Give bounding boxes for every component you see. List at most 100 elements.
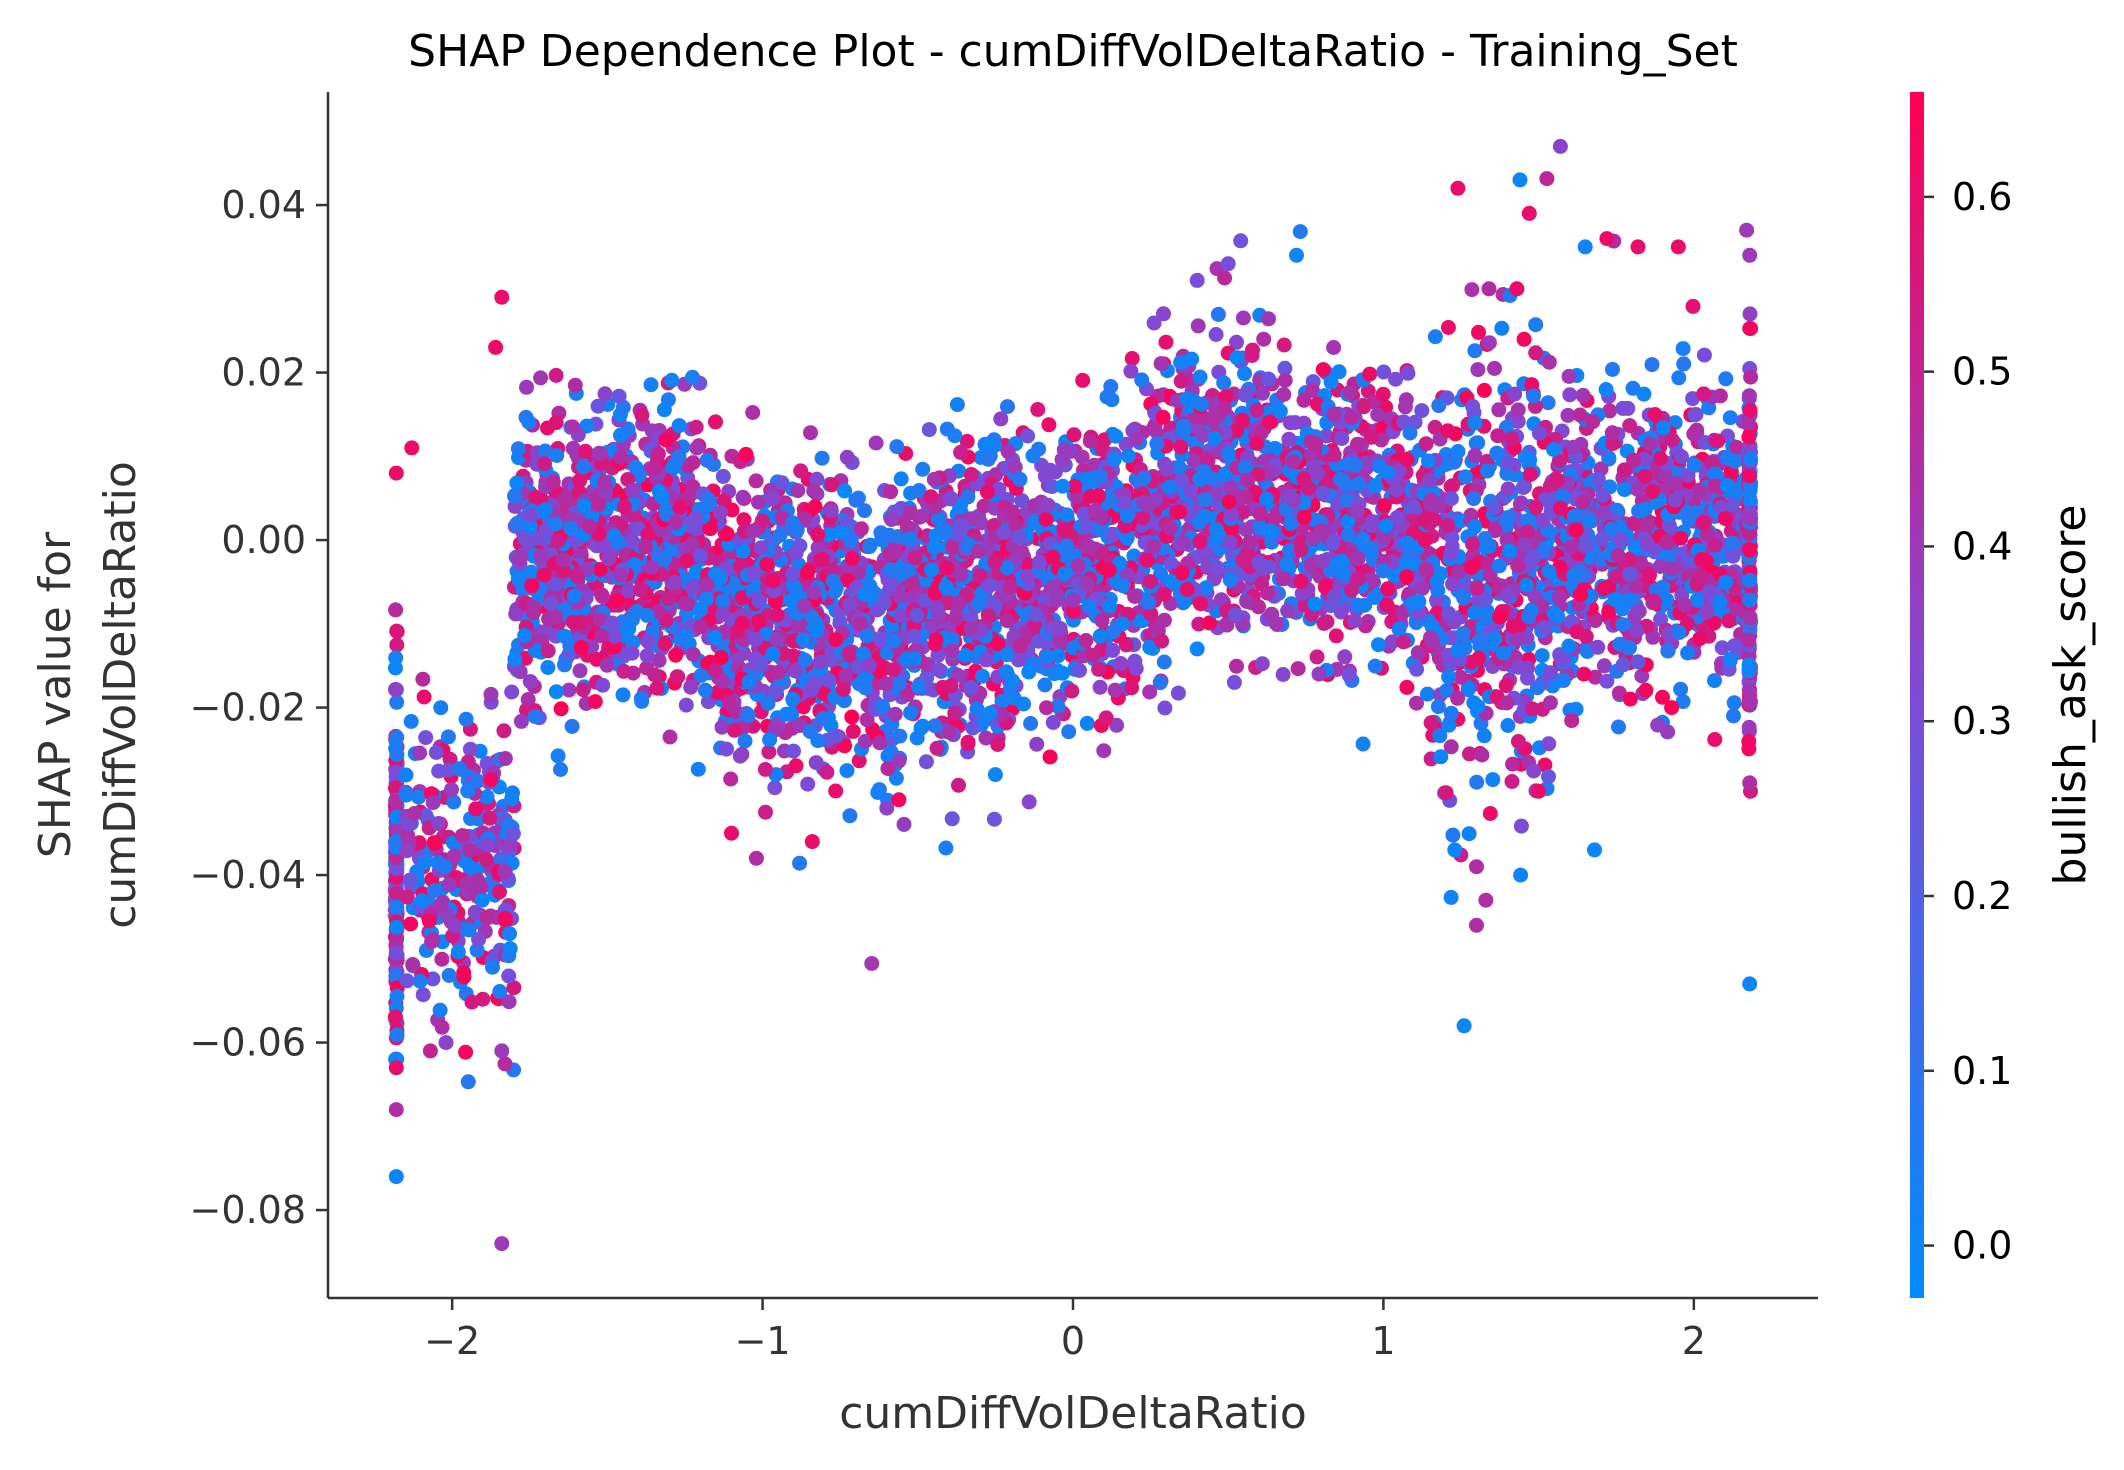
data-point [522, 518, 538, 534]
data-point [803, 425, 818, 441]
data-point [1726, 695, 1742, 711]
data-point [507, 651, 523, 667]
data-point [1528, 317, 1544, 333]
data-point [1136, 470, 1152, 486]
data-point [1630, 482, 1646, 498]
data-point [1342, 384, 1358, 400]
data-point [418, 808, 434, 824]
data-point [1440, 518, 1456, 534]
data-point [832, 614, 848, 629]
data-point [1561, 638, 1577, 654]
data-point [1639, 536, 1655, 552]
data-point [751, 593, 767, 609]
data-point [578, 443, 593, 459]
data-point [1482, 567, 1498, 583]
data-point [1519, 577, 1534, 593]
data-point [1686, 426, 1702, 442]
data-point [909, 730, 925, 746]
data-point [697, 682, 713, 698]
data-point [1467, 343, 1483, 359]
data-point [951, 777, 966, 793]
data-point [450, 944, 466, 960]
data-point [1470, 435, 1486, 451]
data-point [1210, 306, 1226, 322]
data-point [388, 900, 404, 915]
data-point [456, 969, 472, 985]
data-point [1575, 387, 1591, 403]
data-point [835, 682, 851, 697]
data-point [1303, 557, 1319, 573]
data-point [509, 475, 525, 491]
data-point [460, 783, 476, 799]
data-point [1124, 680, 1140, 696]
data-point [762, 732, 778, 748]
data-point [1596, 658, 1612, 674]
data-point [501, 968, 517, 984]
data-point [1522, 466, 1538, 482]
data-point [1399, 679, 1415, 695]
data-point [1541, 354, 1557, 370]
data-point [403, 916, 419, 932]
data-point [713, 650, 729, 666]
data-point [1541, 736, 1557, 752]
data-point [719, 741, 734, 757]
data-point [1537, 757, 1553, 773]
data-point [1476, 728, 1492, 744]
data-point [828, 728, 844, 744]
data-point [1430, 582, 1446, 598]
data-point [462, 741, 478, 757]
data-point [474, 892, 490, 908]
data-point [1109, 717, 1125, 733]
data-point [741, 707, 756, 723]
data-point [769, 607, 785, 623]
data-point [1637, 501, 1653, 517]
data-point [412, 973, 428, 989]
data-point [918, 754, 934, 770]
data-point [1445, 827, 1461, 843]
data-point [502, 941, 518, 957]
data-point [1153, 356, 1169, 372]
data-point [683, 679, 699, 695]
data-point [399, 889, 415, 905]
data-point [1108, 428, 1124, 444]
data-point [986, 811, 1002, 827]
data-point [685, 646, 701, 662]
data-point [431, 763, 447, 779]
data-point [990, 636, 1006, 652]
data-point [1388, 371, 1404, 387]
data-point [1293, 542, 1309, 557]
data-point [735, 489, 751, 505]
data-point [1526, 763, 1542, 779]
data-point [949, 397, 965, 413]
data-point [1405, 499, 1421, 515]
data-point [903, 505, 918, 521]
data-point [1292, 224, 1308, 240]
data-point [387, 1009, 403, 1025]
data-point [1671, 370, 1687, 386]
data-point [1158, 334, 1174, 350]
data-point [1379, 597, 1395, 613]
data-point [1560, 407, 1576, 423]
data-point [1639, 517, 1655, 533]
data-point [1718, 371, 1734, 387]
data-point [1441, 669, 1457, 685]
data-point [1605, 361, 1620, 377]
data-point [889, 439, 905, 455]
data-point [1163, 555, 1179, 571]
data-point [621, 583, 637, 598]
data-point [1208, 327, 1224, 342]
data-point [757, 761, 773, 777]
data-point [1452, 513, 1468, 529]
data-point [680, 458, 696, 474]
data-point [734, 615, 750, 631]
data-point [1541, 769, 1556, 785]
data-point [1397, 399, 1413, 415]
data-point [1710, 433, 1726, 449]
data-point [745, 405, 761, 420]
data-point [1507, 386, 1523, 402]
data-point [505, 826, 521, 842]
data-point [824, 477, 840, 493]
data-point [845, 723, 861, 739]
data-point [389, 694, 405, 710]
